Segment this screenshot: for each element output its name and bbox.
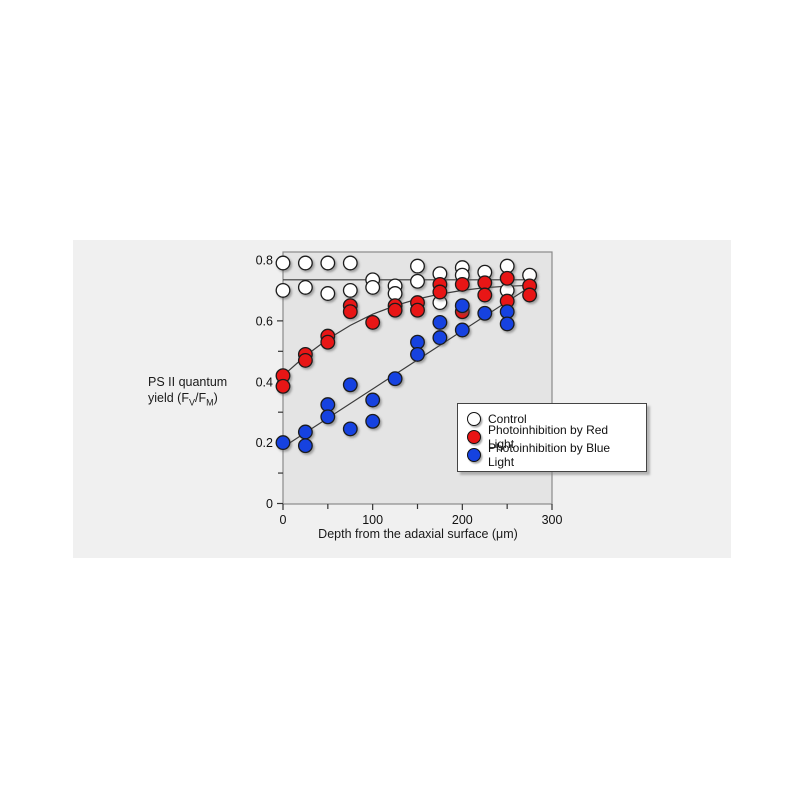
data-point <box>499 316 515 332</box>
y-tick-label: 0.4 <box>256 375 273 389</box>
data-point <box>499 270 515 286</box>
data-point <box>387 371 403 387</box>
y-tick-label: 0.8 <box>256 254 273 268</box>
data-point <box>432 330 448 346</box>
y-tick-label: 0.2 <box>256 436 273 450</box>
data-point <box>297 424 313 440</box>
y-tick-label: 0.6 <box>256 314 273 328</box>
data-point <box>432 284 448 300</box>
data-point <box>365 392 381 408</box>
y-tick-label: 0 <box>266 497 273 511</box>
y-axis-label-line2: yield (FV/FM) <box>148 391 218 408</box>
legend-item-red-light: Photoinhibition by Red Light <box>467 423 637 451</box>
data-point <box>432 314 448 330</box>
data-point <box>365 279 381 295</box>
series-photoinhibition-by-blue-light <box>275 298 515 454</box>
x-axis-label: Depth from the adaxial surface (μm) <box>318 527 518 541</box>
control-swatch-icon <box>467 412 481 426</box>
data-point <box>410 346 425 362</box>
data-point <box>342 421 358 437</box>
legend-label: Photoinhibition by Blue Light <box>488 441 611 469</box>
data-point <box>320 286 336 301</box>
data-point <box>275 255 291 271</box>
data-point <box>342 377 358 393</box>
data-point <box>320 255 336 271</box>
data-point <box>320 409 336 425</box>
x-tick-label: 300 <box>542 513 563 527</box>
data-point <box>365 314 381 330</box>
x-tick-label: 200 <box>452 513 473 527</box>
legend-label: Control <box>488 412 527 426</box>
data-point <box>297 352 313 368</box>
axis-ticks: 0 100 200 300 0 0.2 0.4 0.6 0.8 <box>256 254 563 528</box>
red-light-swatch-icon <box>467 430 481 444</box>
data-point <box>275 282 291 298</box>
data-point <box>410 302 425 318</box>
data-point <box>454 298 470 314</box>
data-point <box>477 305 493 321</box>
data-point <box>320 334 336 350</box>
data-point <box>410 273 425 289</box>
data-point <box>410 258 425 274</box>
legend-label: Photoinhibition by Red Light <box>488 423 609 451</box>
data-point <box>342 304 358 320</box>
blue-light-swatch-icon <box>467 448 481 462</box>
data-point <box>342 255 358 271</box>
series-photoinhibition-by-red-light <box>275 270 538 394</box>
data-point <box>342 282 358 298</box>
data-point <box>387 302 403 318</box>
data-point <box>275 378 291 394</box>
data-point <box>297 438 313 454</box>
legend: Control Photoinhibition by Red Light Pho… <box>457 403 647 472</box>
data-point <box>477 287 493 303</box>
y-axis-label-line1: PS II quantum <box>148 375 228 389</box>
data-point <box>522 287 538 303</box>
data-point <box>275 435 291 451</box>
data-point <box>297 255 313 271</box>
data-point <box>365 413 381 429</box>
x-tick-label: 100 <box>362 513 383 527</box>
legend-item-blue-light: Photoinhibition by Blue Light <box>467 441 637 469</box>
legend-item-control: Control <box>467 410 637 428</box>
x-tick-label: 0 <box>280 513 287 527</box>
data-point <box>297 279 313 295</box>
data-point <box>454 322 470 338</box>
data-point <box>454 276 470 292</box>
y-axis-label: PS II quantum yield (FV/FM) <box>148 374 278 411</box>
